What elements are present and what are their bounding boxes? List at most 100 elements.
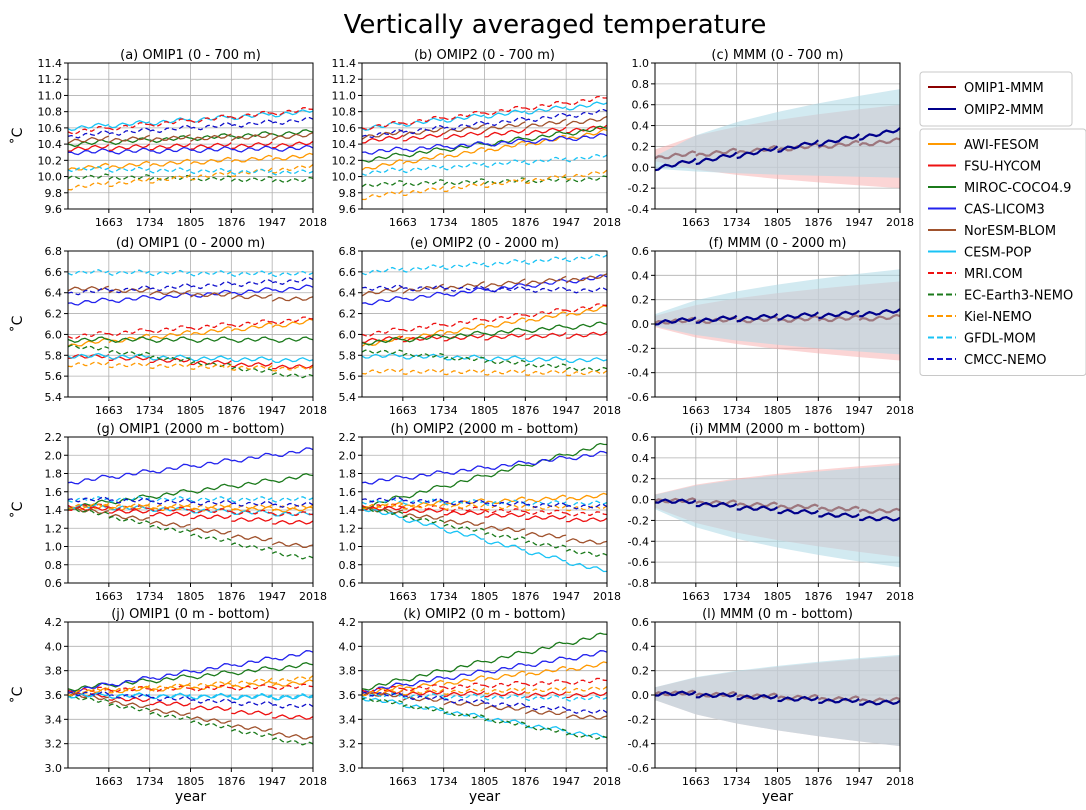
- y-tick-label: 10.0: [332, 171, 357, 184]
- x-tick-label: 1734: [136, 590, 164, 603]
- y-tick-label: 0.6: [632, 245, 650, 258]
- series-line-cmcc-nemo: [149, 125, 191, 134]
- x-tick-label: 1947: [552, 775, 580, 788]
- y-tick-label: 1.0: [339, 541, 357, 554]
- series-line-cmcc-nemo: [190, 499, 232, 506]
- series-line-awi-fesom: [190, 505, 232, 512]
- series-line-kiel-nemo: [484, 177, 526, 188]
- x-tick-label: 1947: [845, 404, 873, 417]
- series-line-cesm-pop: [524, 550, 567, 562]
- series-line-awi-fesom: [108, 685, 150, 694]
- series-line-noresm-blom: [190, 133, 232, 142]
- series-line-mri.com: [402, 505, 444, 511]
- series-line-cas-licom3: [231, 656, 273, 667]
- x-tick-label: 1805: [471, 404, 499, 417]
- series-line-noresm-blom: [108, 513, 150, 521]
- series-line-awi-fesom: [149, 504, 191, 512]
- series-line-omip2-mmm: [818, 309, 860, 320]
- series-line-awi-fesom: [108, 160, 150, 169]
- series-line-noresm-blom: [190, 716, 232, 724]
- y-tick-label: 1.4: [339, 504, 357, 517]
- y-tick-label: -0.8: [628, 577, 649, 590]
- series-line-mri.com: [108, 328, 150, 337]
- series-line-cas-licom3: [149, 146, 191, 154]
- series-line-cesm-pop: [149, 506, 191, 512]
- series-line-kiel-nemo: [443, 181, 485, 193]
- series-line-noresm-blom: [361, 507, 403, 514]
- y-tick-label: 6.2: [339, 308, 357, 321]
- y-tick-label: 6.6: [339, 266, 357, 279]
- series-line-cas-licom3: [402, 291, 444, 301]
- series-line-gfdl-mom: [484, 159, 526, 168]
- panel-title: (f) MMM (0 - 2000 m): [709, 236, 847, 251]
- series-line-gfdl-mom: [525, 500, 567, 507]
- series-line-cas-licom3: [67, 297, 110, 306]
- y-axis-label: ˚C: [9, 315, 26, 332]
- series-line-cmcc-nemo: [67, 130, 110, 139]
- y-tick-label: 6.2: [45, 308, 63, 321]
- series-line-mri.com: [361, 120, 403, 131]
- series-line-cas-licom3: [566, 450, 608, 461]
- series-line-miroc-coco4.9: [272, 473, 314, 484]
- series-line-ec-earth3-nemo: [565, 548, 608, 557]
- series-line-cas-licom3: [484, 663, 526, 674]
- series-line-noresm-blom: [149, 289, 191, 296]
- series-line-cesm-pop: [230, 356, 273, 363]
- series-line-noresm-blom: [361, 129, 404, 140]
- series-line-fsu-hycom: [361, 134, 404, 144]
- y-tick-label: 10.6: [38, 122, 63, 135]
- y-tick-label: 2.0: [339, 449, 357, 462]
- series-line-fsu-hycom: [108, 143, 151, 152]
- series-line-fsu-hycom: [190, 360, 232, 366]
- series-line-mri.com: [565, 511, 608, 517]
- x-tick-label: 1663: [95, 216, 123, 229]
- series-line-cas-licom3: [566, 133, 608, 142]
- series-line-cesm-pop: [402, 117, 444, 127]
- legend-label: OMIP1-MMM: [964, 81, 1044, 96]
- panel-title: (g) OMIP1 (2000 m - bottom): [96, 422, 284, 437]
- series-line-gfdl-mom: [149, 167, 191, 174]
- series-line-cmcc-nemo: [525, 705, 567, 711]
- y-tick-label: 10.2: [332, 154, 357, 167]
- series-line-cesm-pop: [443, 711, 485, 718]
- series-line-noresm-blom: [361, 692, 403, 698]
- x-axis-label: year: [762, 789, 793, 805]
- series-line-noresm-blom: [149, 708, 191, 716]
- x-tick-label: 2018: [886, 590, 914, 603]
- series-line-mri.com: [108, 122, 150, 131]
- series-line-kiel-nemo: [484, 504, 526, 511]
- series-line-cmcc-nemo: [231, 279, 273, 288]
- y-tick-label: 5.4: [339, 391, 357, 404]
- series-line-kiel-nemo: [484, 687, 526, 695]
- series-line-cmcc-nemo: [149, 283, 191, 292]
- series-line-awi-fesom: [108, 333, 150, 344]
- series-line-noresm-blom: [231, 534, 273, 542]
- series-line-miroc-coco4.9: [443, 659, 485, 673]
- y-tick-label: 0.4: [632, 120, 650, 133]
- y-tick-label: 0.4: [632, 640, 650, 653]
- series-line-ec-earth3-nemo: [190, 533, 232, 542]
- series-line-awi-fesom: [484, 670, 526, 681]
- series-line-awi-fesom: [484, 140, 526, 153]
- series-line-cesm-pop: [361, 121, 404, 131]
- y-tick-label: 0.2: [632, 473, 650, 486]
- series-line-kiel-nemo: [443, 368, 485, 376]
- series-line-gfdl-mom: [565, 500, 608, 507]
- series-line-cesm-pop: [361, 507, 403, 519]
- series-line-cesm-pop: [443, 113, 485, 123]
- series-line-ec-earth3-nemo: [565, 366, 608, 372]
- series-line-miroc-coco4.9: [361, 152, 403, 163]
- spread-band-omip2-mmm: [655, 654, 900, 747]
- y-tick-label: 0.0: [632, 318, 650, 331]
- x-tick-label: 2018: [299, 590, 327, 603]
- legend-label: AWI-FESOM: [964, 138, 1039, 153]
- x-tick-label: 2018: [593, 775, 621, 788]
- series-line-cmcc-nemo: [272, 116, 314, 125]
- y-tick-label: 5.4: [45, 391, 63, 404]
- series-line-noresm-blom: [484, 278, 526, 289]
- series-line-cesm-pop: [443, 529, 485, 540]
- y-tick-label: 1.8: [339, 468, 357, 481]
- series-line-cesm-pop: [565, 357, 608, 364]
- x-tick-label: 1734: [723, 216, 751, 229]
- series-line-noresm-blom: [230, 132, 273, 142]
